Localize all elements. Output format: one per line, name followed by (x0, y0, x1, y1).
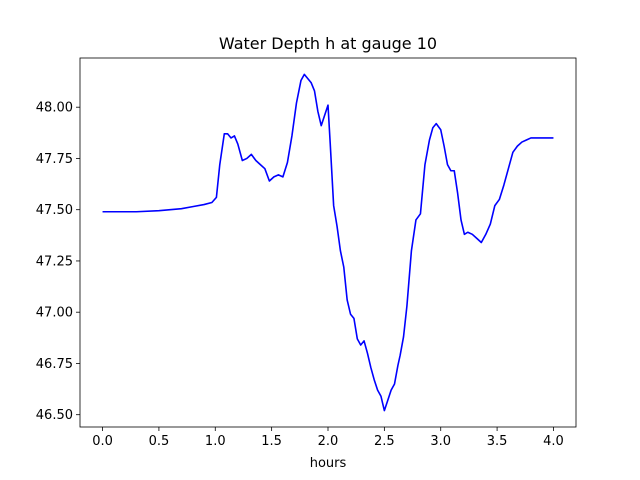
chart-title: Water Depth h at gauge 10 (219, 34, 437, 53)
y-tick-label: 46.50 (36, 408, 73, 423)
x-tick-label: 3.5 (487, 434, 508, 449)
x-tick-label: 0.0 (92, 434, 113, 449)
x-tick-label: 4.0 (543, 434, 564, 449)
y-tick-label: 47.25 (36, 254, 73, 269)
y-tick-label: 48.00 (36, 101, 73, 116)
x-tick-label: 0.5 (149, 434, 170, 449)
y-tick-label: 47.50 (36, 203, 73, 218)
x-tick-label: 1.5 (261, 434, 282, 449)
x-tick-label: 2.5 (374, 434, 395, 449)
x-tick-label: 2.0 (318, 434, 339, 449)
x-tick-label: 3.0 (430, 434, 451, 449)
y-tick-label: 46.75 (36, 357, 73, 372)
x-axis-title: hours (310, 456, 347, 471)
y-tick-label: 47.75 (36, 152, 73, 167)
y-tick-label: 47.00 (36, 306, 73, 321)
x-tick-label: 1.0 (205, 434, 226, 449)
